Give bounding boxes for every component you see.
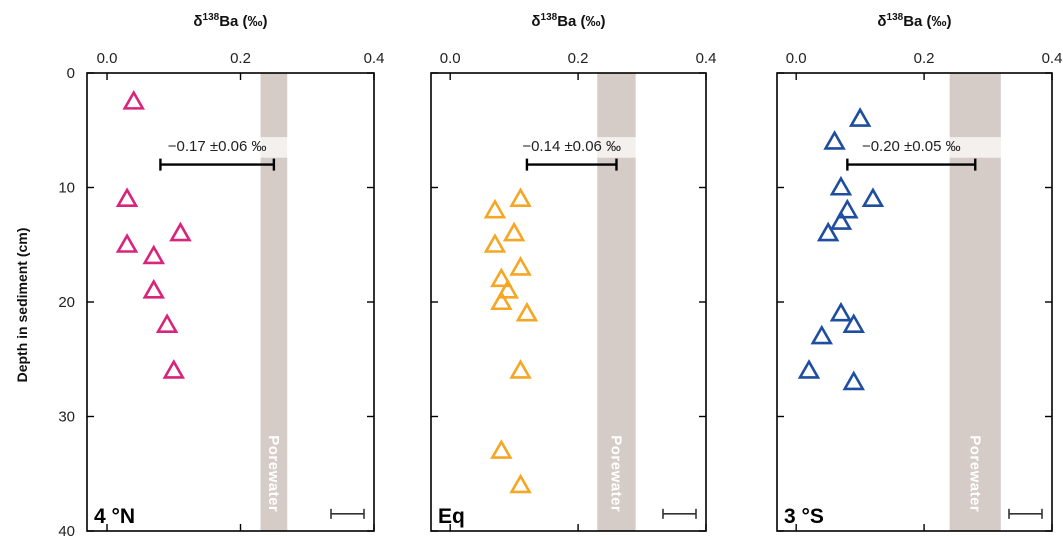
- x-axis-title: δ138Ba (‰): [193, 12, 267, 30]
- data-point: [509, 187, 532, 207]
- panel-3: Porewater 0.0 0.2 0.4 δ138Ba (‰) −0.20 ±0.05 …: [776, 12, 1063, 532]
- data-point: [162, 359, 186, 379]
- x-tick-label: 0.2: [230, 50, 251, 67]
- data-point: [142, 278, 165, 299]
- x-tick-label: 0.4: [696, 50, 717, 67]
- x-tick-label: 0.4: [1042, 50, 1063, 67]
- y-tick-label: 30: [58, 409, 75, 426]
- x-tick-label: 0.4: [364, 50, 385, 67]
- offset-annotation-label: −0.17 ±0.06 ‰: [168, 138, 267, 155]
- x-tick-label: 0.2: [568, 50, 589, 67]
- panel-label: 4 °N: [94, 505, 135, 528]
- data-point: [483, 233, 507, 253]
- data-point: [142, 244, 165, 265]
- data-point: [823, 130, 846, 150]
- x-axis-title: δ138Ba (‰): [877, 12, 951, 30]
- porewater-label: Porewater: [607, 435, 624, 512]
- panel-label: Eq: [438, 505, 465, 528]
- data-point: [490, 439, 513, 459]
- x-tick-label: 0.2: [914, 50, 935, 67]
- data-point: [122, 90, 145, 110]
- x-tick-label: 0.0: [440, 50, 461, 67]
- x-tick-label: 0.0: [786, 50, 807, 67]
- data-point: [842, 313, 865, 333]
- x-axis-title: δ138Ba (‰): [531, 12, 605, 30]
- data-point: [861, 187, 885, 207]
- data-point: [829, 210, 853, 230]
- x-tick-label: 0.0: [97, 50, 118, 67]
- data-point: [816, 221, 840, 242]
- panels: Porewater 0.0 0.2 0.4 δ138Ba (‰) 0 10 20 30 40 −0.…: [58, 12, 1062, 536]
- data-point: [490, 267, 513, 288]
- data-point: [842, 370, 865, 391]
- y-tick-label: 0: [67, 65, 75, 82]
- data-point: [848, 107, 872, 127]
- data-point: [836, 198, 859, 219]
- panel-1: Porewater 0.0 0.2 0.4 δ138Ba (‰) 0 10 20 30 40 −0.…: [58, 12, 384, 536]
- data-point: [115, 233, 139, 253]
- y-tick-label: 10: [58, 180, 75, 197]
- data-point: [509, 473, 532, 494]
- panel-label: 3 °S: [784, 505, 824, 528]
- annotation-background: [508, 137, 638, 158]
- panel-2: Porewater 0.0 0.2 0.4 δ138Ba (‰) −0.14 ±0.06 …: [430, 12, 717, 532]
- data-point: [483, 198, 507, 219]
- data-point: [515, 301, 539, 322]
- data-point: [509, 256, 532, 276]
- y-axis-label: Depth in sediment (cm): [14, 228, 30, 383]
- annotation-background: [829, 137, 1003, 158]
- data-point: [829, 301, 853, 322]
- offset-annotation-label: −0.20 ±0.05 ‰: [862, 138, 961, 155]
- offset-annotation-label: −0.14 ±0.06 ‰: [522, 138, 621, 155]
- porewater-label: Porewater: [265, 435, 282, 512]
- y-tick-label: 40: [58, 523, 75, 536]
- data-point: [496, 278, 519, 299]
- data-point: [797, 359, 821, 379]
- data-point: [490, 290, 513, 311]
- porewater-label: Porewater: [966, 435, 983, 512]
- data-point: [829, 175, 853, 196]
- data-point: [115, 187, 139, 207]
- annotation-background: [142, 137, 290, 158]
- data-point: [169, 221, 192, 242]
- data-point: [155, 313, 179, 333]
- data-point: [502, 221, 526, 242]
- data-point: [509, 359, 532, 379]
- data-point: [810, 324, 834, 345]
- y-tick-label: 20: [58, 294, 75, 311]
